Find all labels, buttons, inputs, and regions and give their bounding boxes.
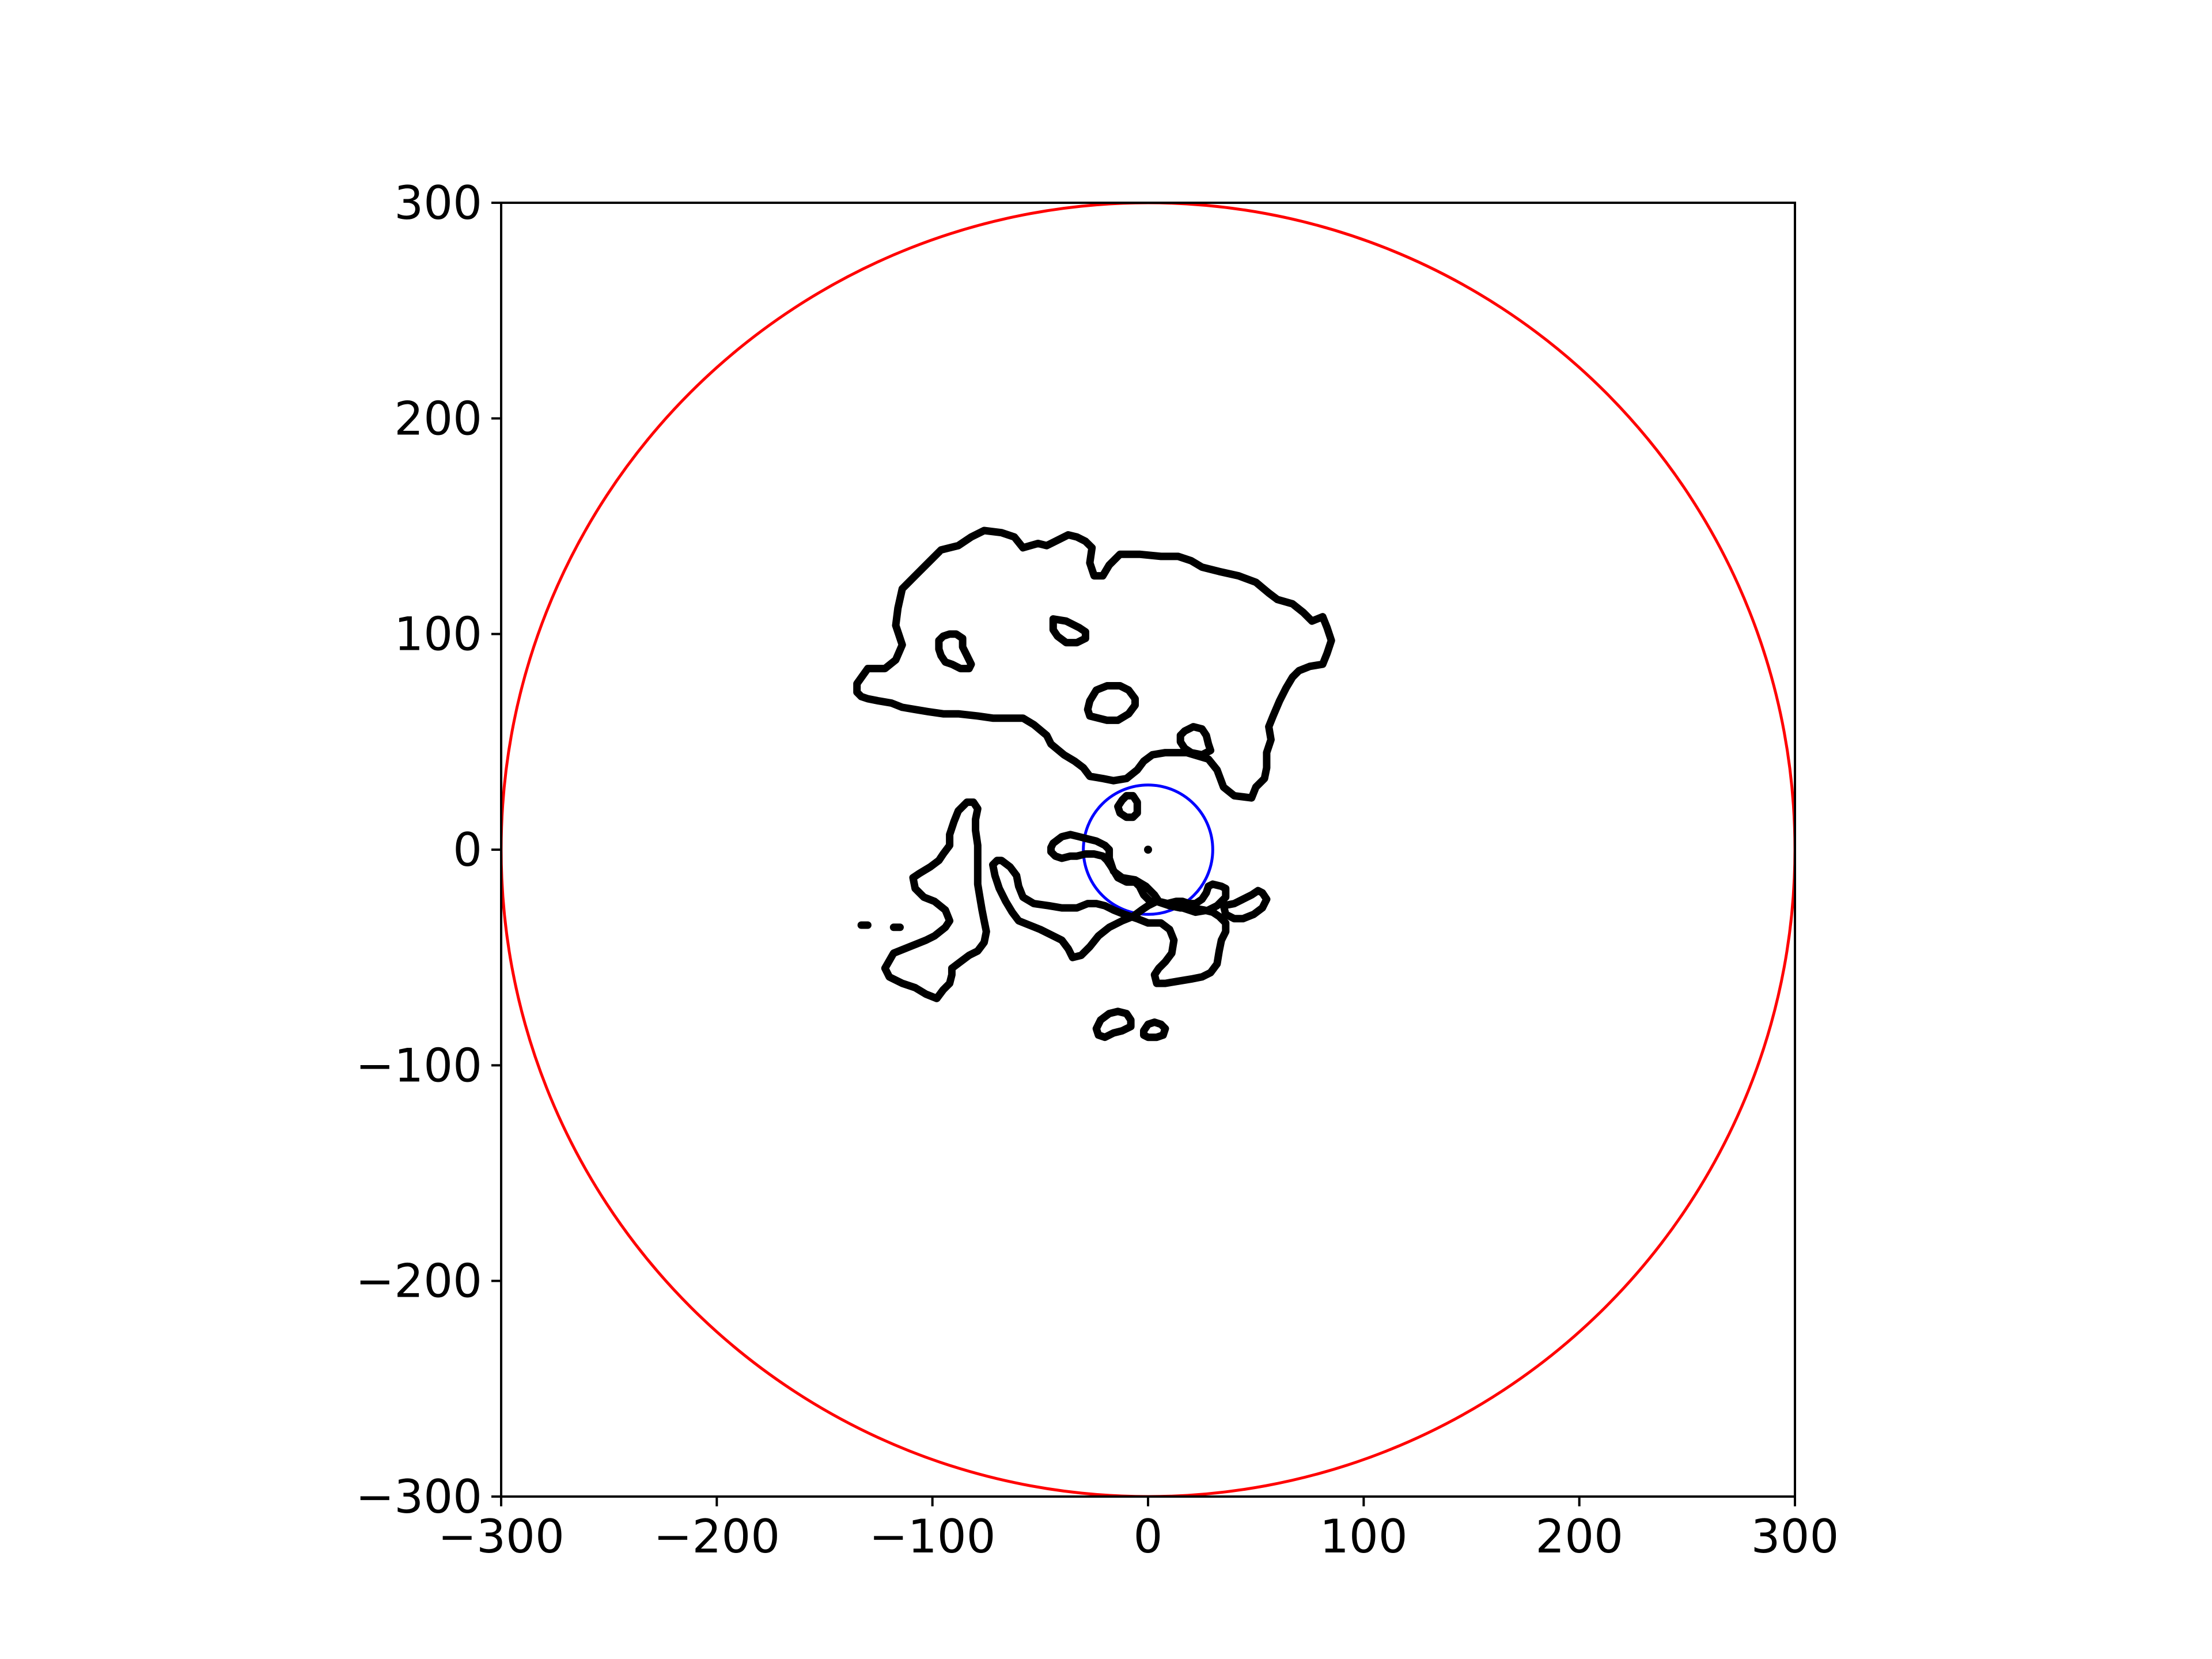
y-tick-label: −100 xyxy=(355,1039,482,1092)
contour-upper-blob-small-a xyxy=(1049,615,1089,647)
contour-upper-blob-small-c xyxy=(1084,682,1139,724)
contour-upper-blob-small-d xyxy=(1176,723,1215,759)
y-tick-label: 0 xyxy=(453,823,482,877)
contour-lower-left-region xyxy=(881,798,990,1002)
x-tick-label: −200 xyxy=(653,1510,780,1563)
x-axis: −300 −200 −100 0 100 200 300 xyxy=(438,1497,1839,1563)
y-axis: −300 −200 −100 0 100 200 300 xyxy=(355,176,501,1524)
contour-blob-near-inner-circle xyxy=(1114,791,1141,821)
contour-bottom-blob-b xyxy=(1140,1018,1169,1041)
x-tick-label: 300 xyxy=(1751,1510,1839,1563)
y-tick-label: 200 xyxy=(394,392,482,445)
x-tick-label: 0 xyxy=(1134,1510,1163,1563)
contour-bottom-blob-a xyxy=(1092,1007,1135,1041)
y-tick-label: 100 xyxy=(394,608,482,661)
contour-upper-main-region xyxy=(853,527,1335,802)
y-tick-label: −200 xyxy=(355,1255,482,1308)
y-tick-label: 300 xyxy=(394,176,482,230)
plot-area xyxy=(501,203,1795,1497)
x-tick-label: 100 xyxy=(1320,1510,1408,1563)
x-tick-label: −100 xyxy=(869,1510,996,1563)
y-tick-label: −300 xyxy=(355,1470,482,1524)
contour-mid-right-region xyxy=(1047,831,1230,916)
x-tick-label: 200 xyxy=(1535,1510,1623,1563)
center-point xyxy=(1144,846,1152,854)
contour-lower-center-region xyxy=(989,857,1230,987)
contour-upper-blob-small-b xyxy=(935,630,975,673)
x-tick-label: −300 xyxy=(438,1510,565,1563)
contour-right-small-blob xyxy=(1219,887,1271,923)
inner-circle xyxy=(1082,783,1214,916)
